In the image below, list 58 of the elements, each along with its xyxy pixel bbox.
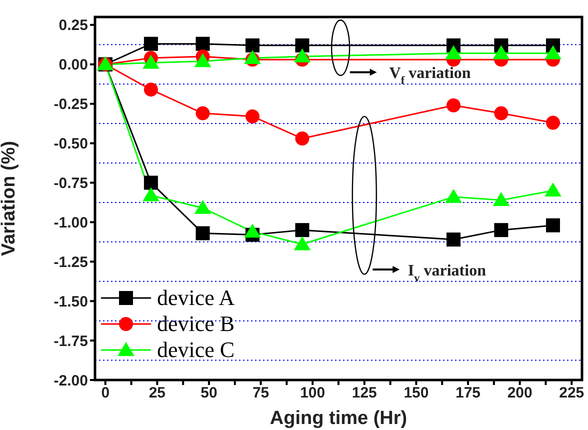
y-tick-label: -1.00 (54, 214, 88, 232)
legend-label: device A (157, 285, 235, 311)
y-tick-label: -0.75 (54, 175, 88, 192)
y-tick-label: 0.25 (58, 17, 88, 34)
point (142, 54, 160, 69)
point (294, 48, 311, 62)
point (196, 36, 210, 51)
point (546, 116, 560, 130)
point (144, 82, 158, 97)
x-tick-label: 50 (200, 384, 218, 402)
point (446, 232, 461, 247)
annotation: I$_{v}$ variation (408, 262, 486, 285)
x-tick-label: 200 (507, 384, 532, 402)
y-tick-label: -1.75 (54, 332, 88, 350)
y-tick-label: -0.50 (54, 136, 88, 153)
point (295, 223, 310, 238)
point (492, 192, 510, 206)
point (492, 45, 510, 60)
point (244, 224, 261, 238)
x-tick-label: 100 (300, 384, 326, 402)
point (194, 200, 212, 214)
point (544, 182, 562, 197)
point (494, 106, 508, 120)
y-axis-title: Variation (%) (0, 140, 20, 256)
point (546, 218, 560, 232)
point (246, 38, 260, 52)
point (294, 236, 311, 250)
point (194, 53, 212, 68)
x-tick-label: 0 (101, 384, 110, 402)
point (196, 106, 210, 120)
x-tick-label: 75 (252, 384, 270, 402)
point (196, 226, 210, 240)
x-axis-title: Aging time (Hr) (270, 408, 408, 429)
x-tick-label: 175 (456, 384, 481, 402)
point (246, 109, 260, 124)
point (295, 38, 310, 52)
y-tick-label: -0.25 (54, 96, 88, 114)
legend-label: device C (157, 337, 235, 363)
y-tick-label: -1.25 (54, 254, 88, 271)
point (144, 36, 158, 51)
x-tick-label: 225 (559, 384, 584, 402)
point (244, 50, 261, 64)
point (445, 188, 462, 203)
point (144, 176, 158, 190)
x-tick-label: 150 (404, 384, 429, 402)
annotation: V$_{f}$ variation (389, 65, 471, 88)
x-tick-label: 125 (352, 384, 377, 402)
y-tick-label: -2.00 (54, 372, 88, 390)
point (142, 187, 160, 202)
point (494, 223, 508, 238)
y-tick-label: 0.00 (58, 56, 88, 74)
legend-label: device B (157, 311, 235, 337)
point (446, 98, 461, 112)
y-tick-label: -1.50 (54, 293, 88, 310)
point (544, 45, 562, 60)
x-tick-label: 25 (148, 384, 166, 402)
point (295, 132, 310, 146)
point (445, 45, 462, 60)
